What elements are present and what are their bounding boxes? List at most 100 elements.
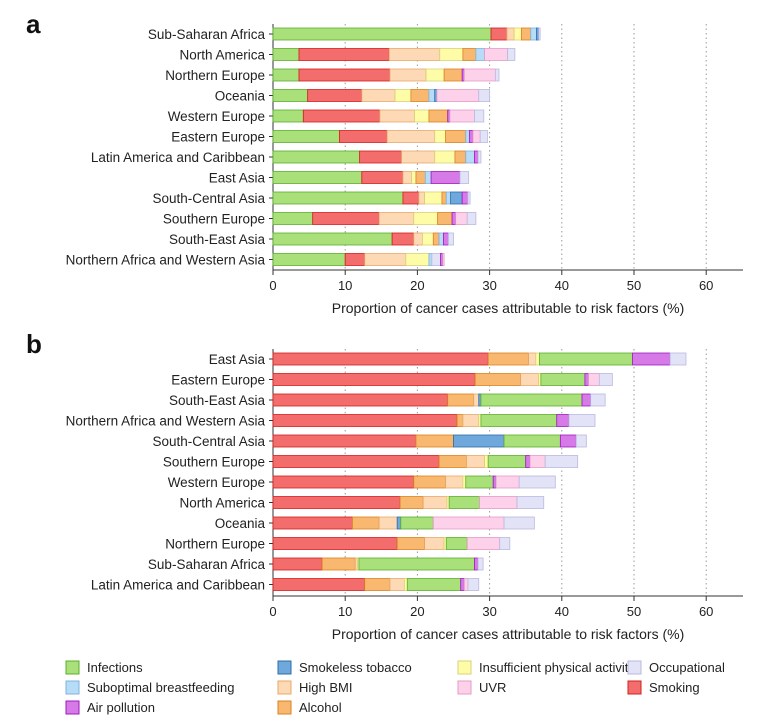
bar-segment-occupational — [499, 537, 511, 550]
x-tick-label: 20 — [410, 278, 424, 293]
category-label: Sub-Saharan Africa — [148, 557, 266, 572]
category-label: South-East Asia — [169, 232, 266, 247]
bar-segment-occupational — [568, 414, 596, 427]
bar-segment-physical — [484, 455, 489, 468]
bar-segment-uvr — [463, 68, 496, 82]
bar-segment-air — [556, 414, 570, 427]
bar-segment-smoking — [272, 475, 415, 489]
bar-segment-air — [468, 130, 474, 143]
bar-segment-occupational — [516, 496, 545, 509]
legend-label-smoking: Smoking — [649, 680, 700, 695]
bar-segment-smoking — [339, 130, 388, 143]
bar-segment-bmi — [422, 496, 448, 509]
category-label: Latin America and Caribbean — [91, 150, 265, 165]
bar-segment-bmi — [389, 578, 405, 591]
bar-segment-smoking — [344, 253, 366, 266]
bar-segment-smoking — [272, 537, 398, 550]
bar-segment-smoking — [490, 27, 508, 41]
bar-segment-breastfeeding — [428, 89, 436, 102]
bar-segment-smokeless — [450, 191, 463, 205]
x-axis-title: Proportion of cancer cases attributable … — [332, 626, 684, 642]
bar-segment-uvr — [442, 253, 445, 266]
x-axis-title: Proportion of cancer cases attributable … — [332, 300, 684, 316]
bar-segment-physical — [513, 27, 522, 41]
bar-segment-air — [559, 434, 577, 448]
bar-segment-bmi — [364, 253, 407, 266]
legend-swatch-smokeless — [277, 660, 292, 675]
bar-segment-infections — [487, 455, 527, 468]
bar-segment-alcohol — [487, 352, 529, 366]
bar-segment-breastfeeding — [465, 150, 475, 164]
bar-segment-infections — [272, 232, 393, 246]
category-label: North America — [179, 48, 265, 63]
bar-segment-physical — [413, 212, 439, 225]
bar-segment-alcohol — [474, 373, 522, 386]
bar-segment-bmi — [528, 352, 537, 366]
category-label: Eastern Europe — [171, 130, 265, 145]
bar-segment-smoking — [272, 557, 323, 571]
bar-segment-bmi — [424, 537, 445, 550]
bar-segment-infections — [400, 516, 434, 530]
bar-segment-physical — [405, 253, 430, 266]
legend-label-bmi: High BMI — [299, 680, 352, 695]
bar-segment-infections — [272, 191, 404, 205]
bar-segment-air — [442, 232, 449, 246]
bar-segment-infections — [272, 253, 346, 266]
x-tick-label: 40 — [555, 604, 569, 619]
bar-segment-alcohol — [437, 212, 453, 225]
bar-segment-smoking — [298, 48, 390, 61]
bar-segment-air — [584, 373, 589, 386]
category-label: South-East Asia — [169, 393, 266, 408]
bar-segment-alcohol — [447, 393, 475, 407]
bar-segment-alcohol — [454, 150, 467, 164]
legend-label-infections: Infections — [87, 660, 143, 675]
bar-segment-uvr — [588, 373, 600, 386]
bar-segment-breastfeeding — [438, 232, 444, 246]
bar-segment-occupational — [538, 27, 541, 41]
bar-segment-infections — [272, 68, 300, 82]
bar-segment-bmi — [462, 414, 480, 427]
bar-segment-alcohol — [462, 48, 477, 61]
bar-segment-bmi — [402, 171, 413, 184]
bar-segment-occupational — [477, 150, 482, 164]
bar-segment-alcohol — [364, 578, 391, 591]
bar-segment-bmi — [361, 89, 396, 102]
bar-segment-uvr — [449, 109, 475, 123]
x-tick-label: 10 — [338, 604, 352, 619]
bar-segment-breastfeeding — [445, 191, 452, 205]
bar-segment-infections — [406, 578, 462, 591]
panel-b-letter: b — [26, 329, 42, 359]
bar-segment-bmi — [413, 232, 423, 246]
category-label: East Asia — [209, 352, 266, 367]
category-label: Southern Europe — [163, 212, 265, 227]
bar-segment-smoking — [272, 496, 401, 509]
bar-segment-occupational — [479, 130, 488, 143]
bar-segment-alcohol — [456, 414, 464, 427]
x-tick-label: 0 — [269, 278, 276, 293]
x-tick-label: 30 — [482, 604, 496, 619]
bar-segment-infections — [272, 27, 492, 41]
bar-segment-bmi — [466, 455, 485, 468]
bar-segment-smoking — [361, 171, 404, 184]
bar-segment-smoking — [272, 434, 417, 448]
panel-a-letter: a — [26, 9, 41, 39]
bar-segment-occupational — [478, 89, 490, 102]
bar-segment-alcohol — [520, 27, 532, 41]
bar-segment-uvr — [495, 475, 520, 489]
bar-segment-infections — [272, 130, 340, 143]
bar-segment-bmi — [445, 475, 464, 489]
category-label: East Asia — [209, 171, 266, 186]
bar-segment-breastfeeding — [465, 130, 470, 143]
bar-segment-bmi — [473, 393, 480, 407]
bar-segment-occupational — [448, 232, 454, 246]
category-label: Oceania — [215, 516, 266, 531]
category-label: Western Europe — [168, 475, 265, 490]
bar-segment-physical — [462, 475, 467, 489]
legend-swatch-bmi — [277, 680, 292, 695]
bar-segment-air — [451, 212, 457, 225]
bar-segment-uvr — [472, 130, 481, 143]
bar-segment-smoking — [312, 212, 380, 225]
bar-segment-occupational — [466, 212, 477, 225]
bar-segment-uvr — [463, 578, 469, 591]
